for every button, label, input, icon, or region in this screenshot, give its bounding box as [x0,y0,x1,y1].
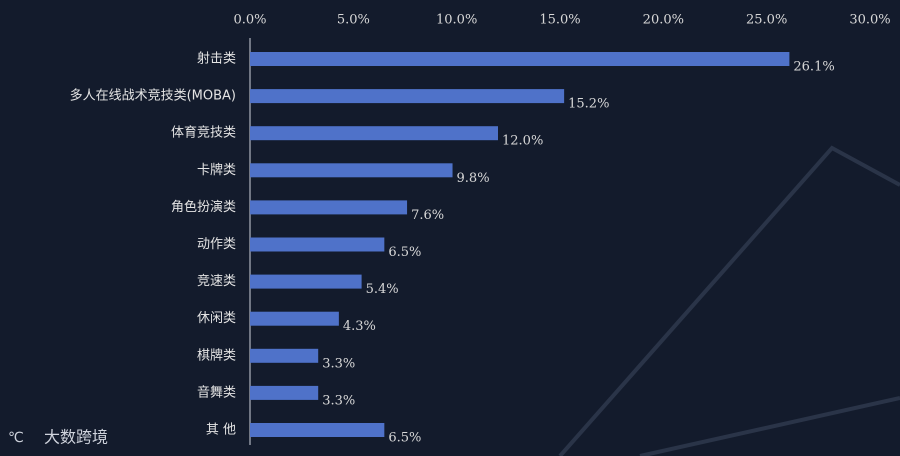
y-tick-label: 音舞类 [197,384,236,400]
y-tick-label: 体育竞技类 [171,125,236,141]
value-label: 26.1% [793,60,834,75]
y-tick-label: 竞速类 [197,273,236,289]
bar [250,89,565,104]
x-tick-label: 10.0% [436,13,477,28]
x-tick-label: 15.0% [539,13,580,28]
watermark: 大数跨境 [44,428,108,447]
decoration [558,145,900,456]
value-label: 6.5% [388,245,421,260]
x-tick-label: 25.0% [746,13,787,28]
bar [250,126,498,141]
bar [250,385,319,400]
value-label: 5.4% [366,282,399,297]
y-tick-label: 其 他 [206,423,236,438]
y-tick-label: 多人在线战术竞技类(MOBA) [70,88,236,104]
decoration [639,396,900,456]
x-tick-label: 30.0% [849,13,890,28]
watermark-logo: ℃ [8,430,24,446]
value-label: 6.5% [388,431,421,446]
bar [250,274,362,289]
bar [250,163,453,178]
y-tick-label: 动作类 [197,237,236,252]
bar [250,237,385,252]
y-tick-label: 棋牌类 [197,347,236,363]
value-label: 7.6% [411,208,444,223]
y-tick-label: 射击类 [197,51,236,67]
y-tick-label: 休闲类 [197,311,236,326]
value-label: 4.3% [343,319,376,334]
y-tick-label: 角色扮演类 [171,199,236,215]
y-tick-label: 卡牌类 [197,162,236,178]
value-label: 9.8% [457,171,490,186]
x-tick-label: 5.0% [337,13,370,28]
bar [250,52,790,66]
value-label: 3.3% [322,356,355,371]
value-label: 12.0% [502,134,543,149]
bar [250,311,339,326]
bar [250,200,408,215]
value-label: 15.2% [568,97,609,112]
bar [250,348,319,363]
x-tick-label: 0.0% [233,13,266,28]
bar [250,423,385,437]
value-label: 3.3% [322,393,355,408]
x-tick-label: 20.0% [643,13,684,28]
